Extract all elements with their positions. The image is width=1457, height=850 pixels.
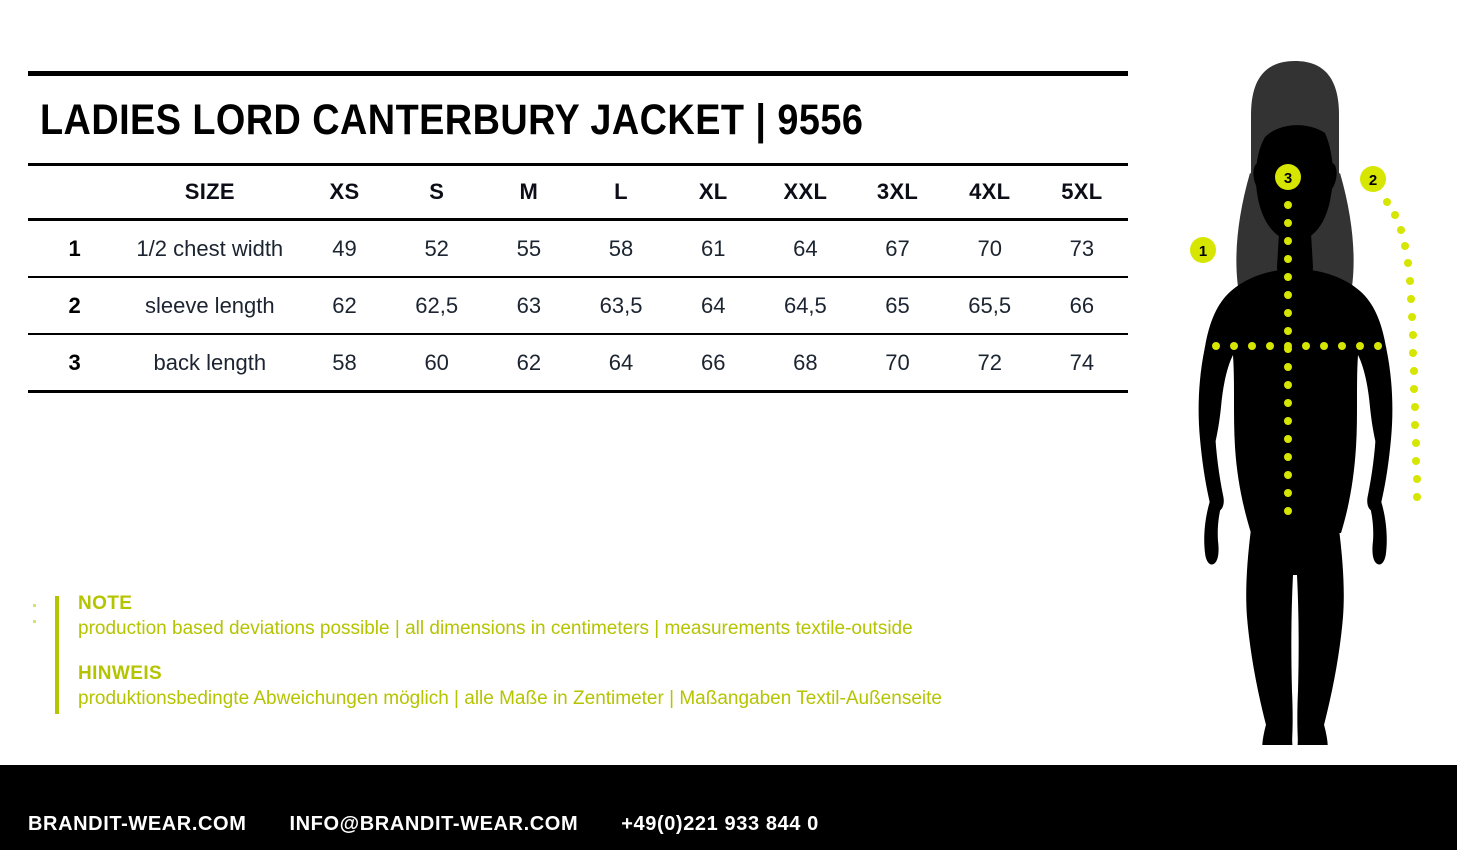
note-heading-en: NOTE [78,593,133,614]
cell-5xl: 66 [1069,292,1095,318]
cell-4xl: 65,5 [968,292,1012,318]
page-title: LADIES LORD CANTERBURY JACKET | 9556 [40,96,864,144]
marker-label-2: 2 [1369,172,1377,189]
marker-label-1: 1 [1199,243,1207,260]
cell-5xl: 74 [1069,349,1095,375]
figure-arm-left [1198,347,1224,512]
dotted-line-back-length [1284,201,1292,515]
header-xl: XL [698,179,728,204]
header-xs: XS [329,179,360,204]
row-number: 1 [68,235,81,261]
figure-torso [1201,269,1390,533]
dotted-line-chest-width [1212,342,1382,350]
header-xxl: XXL [783,179,828,204]
marker-badge-2: 2 [1360,166,1386,192]
cell-l: 58 [608,235,634,261]
cell-xs: 62 [332,292,357,318]
notes-tick-mark-2 [33,620,36,623]
cell-4xl: 70 [977,235,1002,261]
title-top-rule [28,71,1128,76]
cell-l: 63,5 [599,292,643,318]
note-heading-de: HINWEIS [78,663,163,684]
cell-xl: 64 [700,292,726,318]
row-label: back length [153,349,267,375]
header-5xl: 5XL [1061,179,1103,204]
table-body: 1 1/2 chest width 49 52 55 58 61 64 67 7… [28,220,1128,392]
cell-xs: 58 [332,349,357,375]
table-header-row: SIZE XS S M L XL XXL 3XL 4XL 5XL [28,164,1128,220]
marker-badge-3: 3 [1275,164,1301,190]
table-row: 3 back length 58 60 62 64 66 68 70 72 74 [28,334,1128,392]
table-row: 2 sleeve length 62 62,5 63 63,5 64 64,5 … [28,277,1128,334]
row-label: 1/2 chest width [136,235,284,261]
header-rownum-spacer [28,165,121,220]
row-label: sleeve length [144,292,275,318]
figure-hand-right [1369,501,1387,565]
cell-5xl: 73 [1069,235,1095,261]
header-3xl: 3XL [876,179,919,204]
figure-foot-left [1262,721,1293,745]
cell-3xl: 65 [885,292,910,318]
cell-m: 55 [516,235,542,261]
cell-xl: 61 [700,235,726,261]
row-number: 2 [68,292,81,318]
cell-4xl: 72 [977,349,1002,375]
cell-xxl: 68 [793,349,818,375]
measurement-figure: 3 2 1 [1155,55,1435,745]
footer-website-link[interactable]: BRANDIT-WEAR.COM [28,813,247,835]
header-4xl: 4XL [969,179,1011,204]
header-size: SIZE [184,179,235,204]
dotted-line-sleeve-length [1383,198,1421,501]
cell-3xl: 70 [885,349,910,375]
header-l: L [614,179,628,204]
note-body-en: production based deviations possible | a… [78,618,913,639]
figure-hand-left [1204,501,1222,565]
cell-xs: 49 [332,235,357,261]
note-block-german: HINWEIS produktionsbedingte Abweichungen… [78,662,1038,712]
header-s: S [429,179,445,204]
header-m: M [519,179,539,204]
footer-email-link[interactable]: INFO@BRANDIT-WEAR.COM [289,813,579,835]
cell-xxl: 64 [793,235,818,261]
note-body-de: produktionsbedingte Abweichungen möglich… [78,688,942,709]
cell-s: 52 [424,235,449,261]
marker-label-3: 3 [1284,170,1292,187]
cell-l: 64 [608,349,634,375]
footer-phone-link[interactable]: +49(0)221 933 844 0 [621,813,819,835]
figure-legs [1246,529,1344,745]
cell-m: 63 [516,292,542,318]
cell-s: 60 [424,349,449,375]
notes-accent-bar [55,596,59,714]
size-table: SIZE XS S M L XL XXL 3XL 4XL 5XL 1 1/2 c… [28,163,1128,393]
footer-bar: BRANDIT-WEAR.COM INFO@BRANDIT-WEAR.COM +… [0,765,1457,850]
cell-s: 62,5 [415,292,459,318]
row-number: 3 [68,349,81,375]
note-block-english: NOTE production based deviations possibl… [78,592,1038,642]
footer-contact-links: BRANDIT-WEAR.COM INFO@BRANDIT-WEAR.COM +… [28,813,819,836]
notes-tick-mark [33,604,36,607]
table-header: SIZE XS S M L XL XXL 3XL 4XL 5XL [28,164,1128,220]
size-table-wrapper: SIZE XS S M L XL XXL 3XL 4XL 5XL 1 1/2 c… [28,163,1128,393]
figure-arm-right [1367,347,1393,512]
figure-foot-right [1297,721,1328,745]
table-row: 1 1/2 chest width 49 52 55 58 61 64 67 7… [28,220,1128,277]
cell-3xl: 67 [885,235,910,261]
cell-m: 62 [516,349,542,375]
marker-badge-1: 1 [1190,237,1216,263]
cell-xxl: 64,5 [783,292,827,318]
cell-xl: 66 [700,349,726,375]
